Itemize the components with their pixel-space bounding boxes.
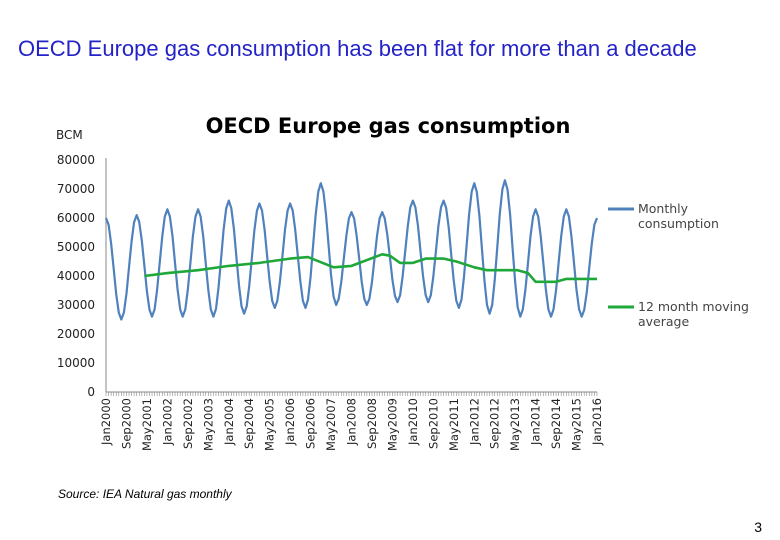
x-tick-label: May2005 (263, 398, 277, 451)
x-tick-label: Jan2008 (345, 398, 359, 446)
x-tick-label: Jan2004 (222, 398, 236, 446)
x-tick-label: Jan2010 (406, 398, 420, 446)
x-tick-label: Sep2014 (549, 398, 563, 449)
legend-moving-average-label: average (638, 314, 689, 329)
x-tick-label: Sep2000 (119, 398, 133, 449)
source-note: Source: IEA Natural gas monthly (58, 487, 232, 501)
x-tick-label: Jan2014 (529, 398, 543, 446)
x-tick-label: Sep2004 (242, 398, 256, 449)
legend-monthly-consumption-label: Monthly (638, 201, 689, 216)
y-tick-label: 30000 (57, 298, 95, 312)
x-tick-label: May2003 (201, 398, 215, 451)
page-number: 3 (754, 519, 762, 535)
y-tick-label: 70000 (57, 182, 95, 196)
series-lines (104, 179, 599, 321)
x-tick-label: May2009 (385, 398, 399, 451)
x-tick-label: May2013 (508, 398, 522, 451)
y-tick-label: 50000 (57, 240, 95, 254)
x-tick-label: May2011 (447, 398, 461, 451)
legend-moving-average-label: 12 month moving (638, 299, 749, 314)
x-tick-label: Sep2002 (181, 398, 195, 449)
x-tick-label: Sep2010 (426, 398, 440, 449)
x-tick-label: Jan2006 (283, 398, 297, 446)
y-tick-label: 40000 (57, 269, 95, 283)
x-tick-label: Jan2012 (467, 398, 481, 446)
y-axis-label: BCM (56, 128, 83, 142)
series-line-moving-average (144, 253, 597, 284)
y-tick-label: 80000 (57, 153, 95, 167)
y-tick-label: 10000 (57, 356, 95, 370)
x-tick-label: Sep2008 (365, 398, 379, 449)
y-tick-label: 0 (87, 385, 95, 399)
x-tick-label: Jan2002 (160, 398, 174, 446)
x-tick-label: Sep2012 (488, 398, 502, 449)
x-tick-label: Sep2006 (304, 398, 318, 449)
series-line-monthly-consumption (104, 179, 599, 321)
y-tick-label: 60000 (57, 211, 95, 225)
x-tick-label: May2007 (324, 398, 338, 451)
legend-monthly-consumption-label: consumption (638, 216, 719, 231)
x-tick-label: Jan2000 (99, 398, 113, 446)
axes (105, 158, 598, 396)
x-tick-labels: Jan2000 Sep2000 May2001 Jan2002 Sep2002 May20… (99, 398, 604, 451)
x-tick-label: May2001 (140, 398, 154, 451)
slide-title: OECD Europe gas consumption has been fla… (18, 36, 697, 61)
y-tick-label: 20000 (57, 327, 95, 341)
y-tick-labels: 0 10000 20000 30000 40000 50000 60000 70000 8000… (57, 153, 95, 399)
x-tick-label: Jan2016 (590, 398, 604, 446)
x-tick-label: May2015 (570, 398, 584, 451)
chart-title: OECD Europe gas consumption (206, 114, 571, 138)
